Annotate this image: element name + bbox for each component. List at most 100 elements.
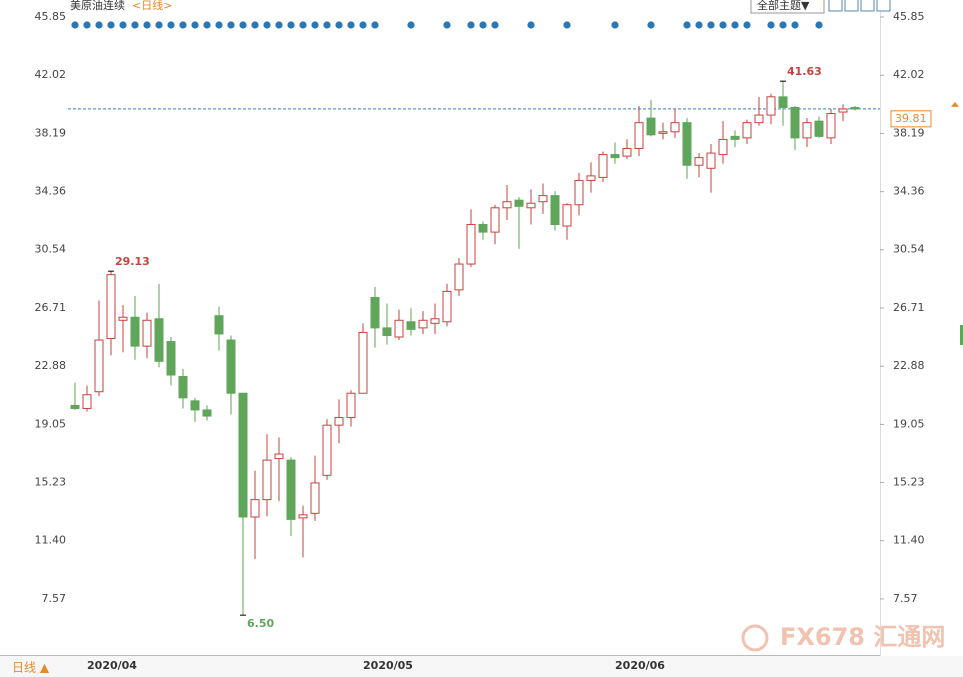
candle-body xyxy=(94,339,104,393)
indicator-dot xyxy=(155,21,163,29)
indicator-dot xyxy=(179,21,187,29)
candle-body xyxy=(598,154,608,178)
indicator-dot xyxy=(251,21,259,29)
indicator-dot xyxy=(299,21,307,29)
toolbar-icons xyxy=(828,0,891,12)
candle-body xyxy=(118,316,128,321)
candle-body xyxy=(730,135,740,140)
indicator-dot xyxy=(323,21,331,29)
candle-body xyxy=(106,274,116,340)
y2-tick-label: 38.19 xyxy=(893,126,925,139)
chart-subtitle: <日线> xyxy=(132,0,172,12)
indicator-dot xyxy=(119,21,127,29)
x-tick-label: 2020/04 xyxy=(87,659,137,672)
indicator-dot xyxy=(647,21,655,29)
annotation-label: 29.13 xyxy=(115,255,150,268)
indicator-dot xyxy=(527,21,535,29)
candle-body xyxy=(766,96,776,116)
candle-body xyxy=(538,195,548,203)
last-price-box xyxy=(890,110,932,128)
candle-body xyxy=(418,319,428,329)
candle-body xyxy=(250,499,260,518)
indicator-dot xyxy=(467,21,475,29)
candle-body xyxy=(826,113,836,139)
candle-body xyxy=(346,392,356,419)
candle-body xyxy=(214,315,224,335)
candle-body xyxy=(634,122,644,150)
candle-body xyxy=(454,263,464,291)
theme-button-box[interactable] xyxy=(750,0,825,14)
y-tick-label: 45.85 xyxy=(35,10,67,23)
tool-icon[interactable] xyxy=(876,0,891,12)
candle-body xyxy=(814,120,824,137)
tool-icon[interactable] xyxy=(828,0,843,12)
candle-body xyxy=(358,331,368,394)
indicator-dot xyxy=(143,21,151,29)
annotation-label: 41.63 xyxy=(787,65,822,78)
indicator-dot xyxy=(203,21,211,29)
indicator-dot xyxy=(359,21,367,29)
indicator-dot xyxy=(491,21,499,29)
candle-body xyxy=(742,122,752,139)
last-price-arrow xyxy=(951,101,959,107)
last-price-label: 39.81 xyxy=(895,112,927,125)
tool-icon[interactable] xyxy=(844,0,859,12)
candle-body xyxy=(262,459,272,501)
candle-body xyxy=(754,114,764,124)
y-tick-label: 42.02 xyxy=(35,68,67,81)
indicator-dot xyxy=(131,21,139,29)
candle-body xyxy=(322,424,332,476)
candle-body xyxy=(202,409,212,417)
candle-body xyxy=(802,122,812,139)
candle-body xyxy=(166,341,176,376)
indicator-dot xyxy=(371,21,379,29)
indicator-dot xyxy=(287,21,295,29)
candle-body xyxy=(586,175,596,181)
bottom-strip xyxy=(0,656,963,677)
candle-body xyxy=(406,321,416,330)
edge-marker xyxy=(960,325,963,345)
indicator-dot xyxy=(563,21,571,29)
candle-body xyxy=(286,459,296,520)
indicator-dot xyxy=(71,21,79,29)
indicator-dot xyxy=(815,21,823,29)
y-tick-label: 30.54 xyxy=(35,243,67,256)
y-tick-label: 38.19 xyxy=(35,126,67,139)
y2-tick-label: 7.57 xyxy=(893,592,918,605)
indicator-dot xyxy=(95,21,103,29)
candle-body xyxy=(130,316,140,347)
indicator-dot xyxy=(107,21,115,29)
candle-body xyxy=(442,290,452,323)
candle-body xyxy=(466,224,476,265)
period-label[interactable]: 日线 ▲ xyxy=(12,661,50,675)
watermark-logo xyxy=(741,624,769,652)
x-tick-label: 2020/05 xyxy=(363,659,413,672)
candle-body xyxy=(382,327,392,336)
indicator-dot xyxy=(347,21,355,29)
y2-tick-label: 42.02 xyxy=(893,68,925,81)
candle-body xyxy=(70,404,80,409)
y2-tick-label: 19.05 xyxy=(893,417,925,430)
candle-body xyxy=(238,392,248,518)
x-tick-label: 2020/06 xyxy=(615,659,665,672)
indicator-dot xyxy=(263,21,271,29)
candle-body xyxy=(562,204,572,227)
candle-body xyxy=(718,138,728,156)
tool-icon[interactable] xyxy=(860,0,875,12)
indicator-dot xyxy=(707,21,715,29)
indicator-dot xyxy=(731,21,739,29)
candle-body xyxy=(430,318,440,324)
candle-body xyxy=(682,122,692,166)
candle-body xyxy=(622,148,632,157)
candle-body xyxy=(694,157,704,166)
theme-button[interactable]: 全部主题▼ xyxy=(757,0,810,12)
y2-tick-label: 22.88 xyxy=(893,359,925,372)
y2-tick-label: 15.23 xyxy=(893,475,925,488)
y-tick-label: 22.88 xyxy=(35,359,67,372)
indicator-dot xyxy=(611,21,619,29)
candle-body xyxy=(310,482,320,514)
watermark: FX678 汇通网 xyxy=(780,623,945,651)
candle-body xyxy=(370,296,380,329)
y2-tick-label: 34.36 xyxy=(893,185,925,198)
indicator-dot xyxy=(719,21,727,29)
